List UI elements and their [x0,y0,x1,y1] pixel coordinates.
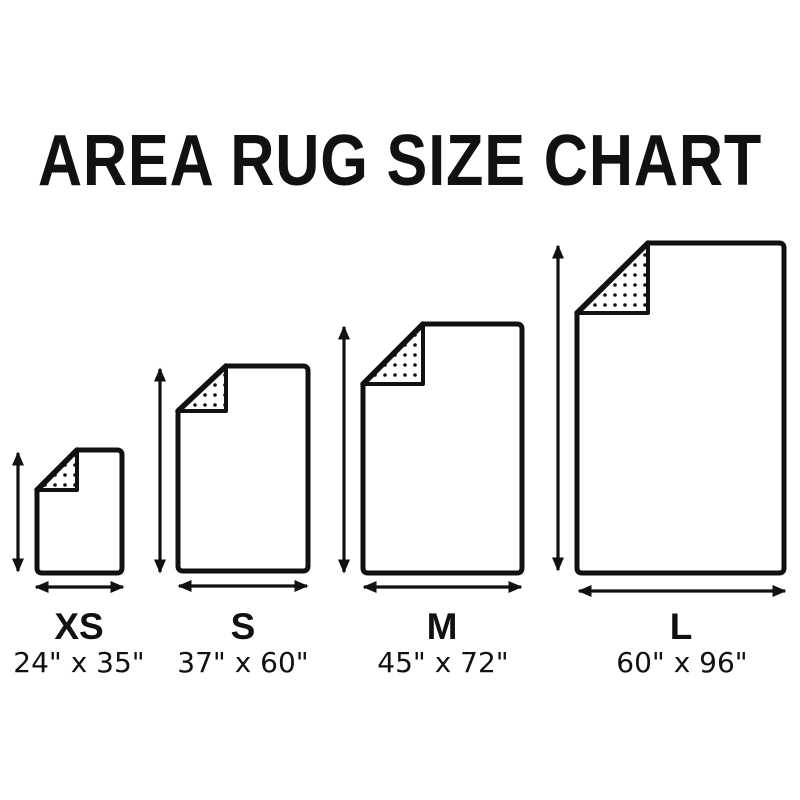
rug-group-m: M 45" x 72" [338,321,525,679]
rug-fold-edge [574,240,651,316]
rug-outline [360,321,525,576]
rug-outline [574,240,787,576]
size-label: XS [54,606,103,647]
size-label: L [670,606,693,647]
dimension-label: 45" x 72" [377,646,508,679]
rug-group-l: L 60" x 96" [552,240,787,679]
dimension-label: 24" x 35" [13,646,144,679]
rug-outline [34,447,125,576]
size-label: S [231,606,256,647]
rug-group-s: S 37" x 60" [154,363,311,679]
size-label: M [427,606,458,647]
rug-fold-edge [175,363,229,414]
dimension-label: 37" x 60" [177,646,308,679]
page-title: AREA RUG SIZE CHART [38,121,762,201]
rug-group-xs: XS 24" x 35" [12,447,145,679]
rug-fold-edge [34,447,80,493]
dimension-label: 60" x 96" [616,646,747,679]
rug-fold-edge [360,321,426,387]
rug-outline [175,363,311,574]
